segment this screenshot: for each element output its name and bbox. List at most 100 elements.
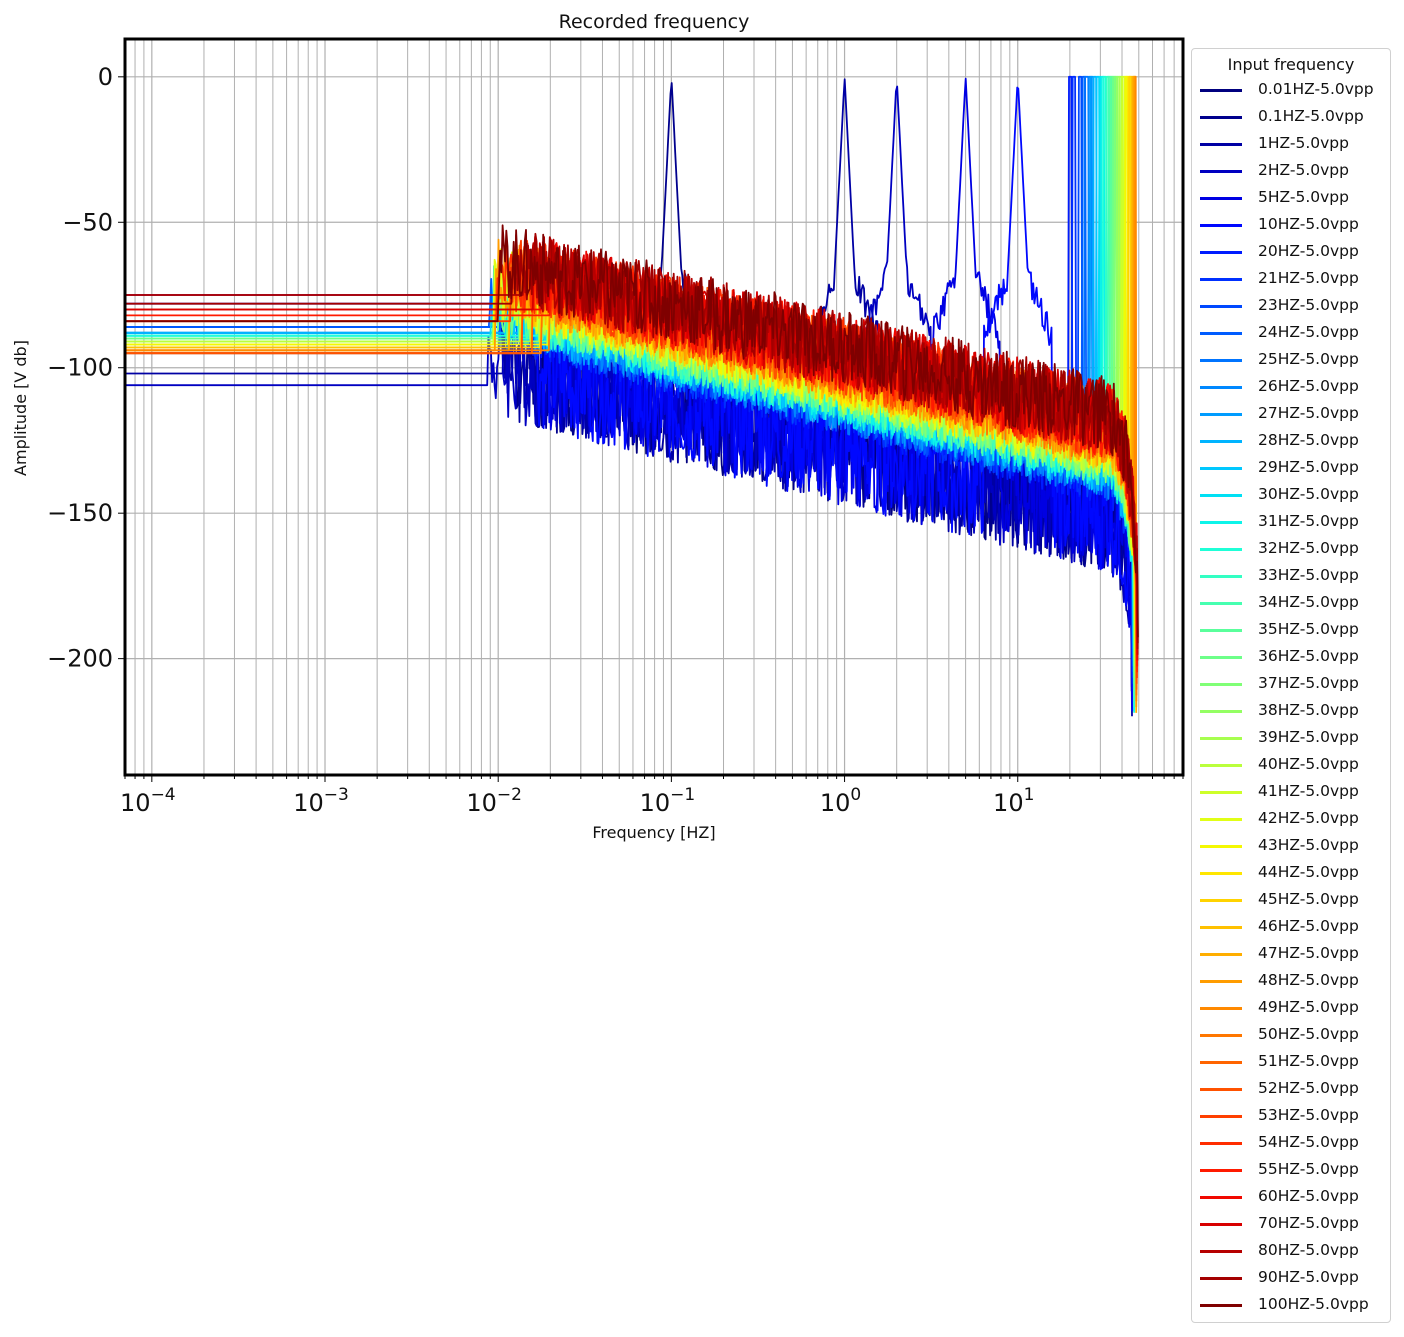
legend-item: 38HZ-5.0vpp	[1200, 700, 1390, 722]
legend-swatch	[1200, 89, 1242, 92]
legend-item: 47HZ-5.0vpp	[1200, 943, 1390, 965]
legend-item: 54HZ-5.0vpp	[1200, 1132, 1390, 1154]
legend-swatch	[1200, 278, 1242, 281]
legend-label: 55HZ-5.0vpp	[1258, 1160, 1359, 1178]
legend-swatch	[1200, 494, 1242, 497]
plot-frame	[123, 37, 1185, 777]
legend-label: 39HZ-5.0vpp	[1258, 728, 1359, 746]
legend-label: 43HZ-5.0vpp	[1258, 836, 1359, 854]
legend-swatch	[1200, 656, 1242, 659]
legend-swatch	[1200, 197, 1242, 200]
legend-label: 25HZ-5.0vpp	[1258, 350, 1359, 368]
legend-item: 40HZ-5.0vpp	[1200, 754, 1390, 776]
legend-swatch	[1200, 1061, 1242, 1064]
legend-swatch	[1200, 1088, 1242, 1091]
legend-item: 0.01HZ-5.0vpp	[1200, 79, 1390, 101]
legend-swatch	[1200, 602, 1242, 605]
legend-swatch	[1200, 1169, 1242, 1172]
legend-label: 0.1HZ-5.0vpp	[1258, 107, 1364, 125]
legend-item: 49HZ-5.0vpp	[1200, 997, 1390, 1019]
legend-item: 1HZ-5.0vpp	[1200, 133, 1390, 155]
x-tick-label: 100	[820, 785, 861, 817]
legend-swatch	[1200, 1142, 1242, 1145]
legend-label: 29HZ-5.0vpp	[1258, 458, 1359, 476]
legend-swatch	[1200, 224, 1242, 227]
legend-item: 24HZ-5.0vpp	[1200, 322, 1390, 344]
legend-item: 55HZ-5.0vpp	[1200, 1159, 1390, 1181]
legend-label: 23HZ-5.0vpp	[1258, 296, 1359, 314]
legend-item: 31HZ-5.0vpp	[1200, 511, 1390, 533]
legend-item: 28HZ-5.0vpp	[1200, 430, 1390, 452]
legend-item: 20HZ-5.0vpp	[1200, 241, 1390, 263]
y-axis-label: Amplitude [V db]	[11, 340, 30, 476]
legend-swatch	[1200, 1304, 1242, 1307]
legend-item: 45HZ-5.0vpp	[1200, 889, 1390, 911]
legend-swatch	[1200, 872, 1242, 875]
legend: Input frequency 0.01HZ-5.0vpp 0.1HZ-5.0vp…	[1191, 48, 1391, 1323]
legend-item: 32HZ-5.0vpp	[1200, 538, 1390, 560]
legend-swatch	[1200, 440, 1242, 443]
legend-swatch	[1200, 1277, 1242, 1280]
legend-swatch	[1200, 710, 1242, 713]
legend-swatch	[1200, 143, 1242, 146]
legend-swatch	[1200, 629, 1242, 632]
legend-item: 29HZ-5.0vpp	[1200, 457, 1390, 479]
legend-item: 100HZ-5.0vpp	[1200, 1294, 1390, 1316]
y-tick-label: −200	[47, 645, 113, 673]
legend-label: 5HZ-5.0vpp	[1258, 188, 1349, 206]
legend-swatch	[1200, 845, 1242, 848]
legend-label: 30HZ-5.0vpp	[1258, 485, 1359, 503]
legend-label: 35HZ-5.0vpp	[1258, 620, 1359, 638]
legend-swatch	[1200, 764, 1242, 767]
legend-swatch	[1200, 575, 1242, 578]
x-tick-label: 10−2	[466, 785, 522, 817]
legend-label: 28HZ-5.0vpp	[1258, 431, 1359, 449]
legend-item: 42HZ-5.0vpp	[1200, 808, 1390, 830]
legend-item: 70HZ-5.0vpp	[1200, 1213, 1390, 1235]
legend-label: 37HZ-5.0vpp	[1258, 674, 1359, 692]
legend-swatch	[1200, 1223, 1242, 1226]
legend-swatch	[1200, 791, 1242, 794]
legend-swatch	[1200, 980, 1242, 983]
y-tick-label: −50	[62, 208, 113, 236]
legend-item: 0.1HZ-5.0vpp	[1200, 106, 1390, 128]
legend-label: 52HZ-5.0vpp	[1258, 1079, 1359, 1097]
legend-label: 20HZ-5.0vpp	[1258, 242, 1359, 260]
legend-label: 31HZ-5.0vpp	[1258, 512, 1359, 530]
legend-label: 51HZ-5.0vpp	[1258, 1052, 1359, 1070]
legend-swatch	[1200, 1196, 1242, 1199]
legend-item: 52HZ-5.0vpp	[1200, 1078, 1390, 1100]
legend-label: 90HZ-5.0vpp	[1258, 1268, 1359, 1286]
legend-item: 26HZ-5.0vpp	[1200, 376, 1390, 398]
legend-item: 41HZ-5.0vpp	[1200, 781, 1390, 803]
legend-swatch	[1200, 467, 1242, 470]
legend-item: 10HZ-5.0vpp	[1200, 214, 1390, 236]
legend-swatch	[1200, 1115, 1242, 1118]
legend-swatch	[1200, 332, 1242, 335]
legend-title: Input frequency	[1227, 55, 1355, 74]
legend-swatch	[1200, 683, 1242, 686]
legend-label: 41HZ-5.0vpp	[1258, 782, 1359, 800]
legend-item: 48HZ-5.0vpp	[1200, 970, 1390, 992]
legend-label: 40HZ-5.0vpp	[1258, 755, 1359, 773]
x-axis-label: Frequency [HZ]	[592, 823, 715, 842]
legend-swatch	[1200, 521, 1242, 524]
legend-item: 39HZ-5.0vpp	[1200, 727, 1390, 749]
legend-swatch	[1200, 359, 1242, 362]
legend-item: 80HZ-5.0vpp	[1200, 1240, 1390, 1262]
legend-item: 60HZ-5.0vpp	[1200, 1186, 1390, 1208]
x-tick-label: 10−1	[640, 785, 696, 817]
legend-label: 0.01HZ-5.0vpp	[1258, 80, 1374, 98]
legend-label: 33HZ-5.0vpp	[1258, 566, 1359, 584]
legend-item: 44HZ-5.0vpp	[1200, 862, 1390, 884]
legend-label: 27HZ-5.0vpp	[1258, 404, 1359, 422]
legend-swatch	[1200, 1007, 1242, 1010]
series-lines	[125, 75, 1139, 717]
legend-item: 5HZ-5.0vpp	[1200, 187, 1390, 209]
legend-label: 49HZ-5.0vpp	[1258, 998, 1359, 1016]
legend-item: 43HZ-5.0vpp	[1200, 835, 1390, 857]
legend-item: 30HZ-5.0vpp	[1200, 484, 1390, 506]
legend-item: 2HZ-5.0vpp	[1200, 160, 1390, 182]
legend-label: 36HZ-5.0vpp	[1258, 647, 1359, 665]
